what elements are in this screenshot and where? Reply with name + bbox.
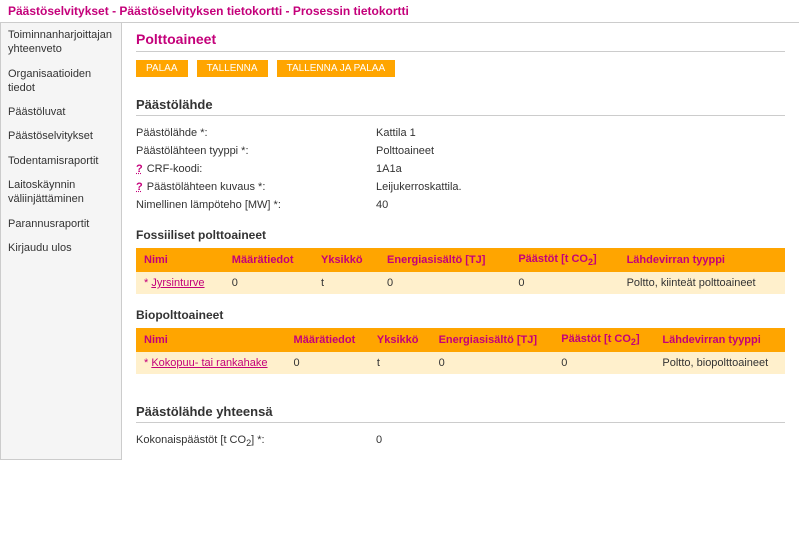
cell-name: * Kokopuu- tai rankahake [136,352,286,374]
source-section-title: Päästölähde [136,97,785,116]
sidebar: Toiminnanharjoittajan yhteenveto Organis… [0,23,122,460]
field-row: Päästölähde *:Kattila 1 [136,124,785,142]
col-energy: Energiasisältö [TJ] [379,248,510,272]
total-section-title: Päästölähde yhteensä [136,404,785,423]
field-value: Leijukerroskattila. [376,181,785,193]
breadcrumb-item-2[interactable]: Päästöselvityksen tietokortti [119,4,282,18]
col-energy: Energiasisältö [TJ] [431,328,554,352]
cell-unit: t [369,352,431,374]
total-value: 0 [376,434,785,448]
cell-name: * Jyrsinturve [136,272,224,294]
help-icon[interactable]: ? [136,181,143,193]
field-row: ?CRF-koodi:1A1a [136,160,785,178]
cell-emissions: 0 [510,272,618,294]
sidebar-item-visit-skip[interactable]: Laitoskäynnin väliinjättäminen [1,173,121,212]
breadcrumb: Päästöselvitykset - Päästöselvityksen ti… [0,0,799,23]
col-sourcetype: Lähdevirran tyyppi [619,248,785,272]
field-row: Nimellinen lämpöteho [MW] *:40 [136,196,785,214]
field-row: Päästölähteen tyyppi *:Polttoaineet [136,142,785,160]
field-label: ?CRF-koodi: [136,163,376,175]
table-row: * Kokopuu- tai rankahake0t00Poltto, biop… [136,352,785,374]
cell-energy: 0 [379,272,510,294]
table-row: * Jyrsinturve0t00Poltto, kiinteät poltto… [136,272,785,294]
col-unit: Yksikkö [369,328,431,352]
bio-table: Nimi Määrätiedot Yksikkö Energiasisältö … [136,328,785,374]
breadcrumb-item-1[interactable]: Päästöselvitykset [8,4,109,18]
sidebar-item-permits[interactable]: Päästöluvat [1,100,121,124]
cell-sourcetype: Poltto, kiinteät polttoaineet [619,272,785,294]
field-value: 40 [376,199,785,211]
cell-sourcetype: Poltto, biopolttoaineet [654,352,785,374]
sidebar-item-improvement[interactable]: Parannusraportit [1,212,121,236]
field-label: Päästölähde *: [136,127,376,139]
save-back-button[interactable]: TALLENNA JA PALAA [277,60,396,77]
col-unit: Yksikkö [313,248,379,272]
field-label: Nimellinen lämpöteho [MW] *: [136,199,376,211]
field-label: ?Päästölähteen kuvaus *: [136,181,376,193]
field-value: Polttoaineet [376,145,785,157]
help-icon[interactable]: ? [136,163,143,175]
cell-unit: t [313,272,379,294]
sidebar-item-org-data[interactable]: Organisaatioiden tiedot [1,62,121,101]
page-title: Polttoaineet [136,31,785,52]
cell-qty: 0 [286,352,369,374]
sidebar-item-operator-summary[interactable]: Toiminnanharjoittajan yhteenveto [1,23,121,62]
item-link[interactable]: Jyrsinturve [151,277,204,289]
col-name: Nimi [136,248,224,272]
sidebar-item-verification[interactable]: Todentamisraportit [1,149,121,173]
field-value: Kattila 1 [376,127,785,139]
total-label: Kokonaispäästöt [t CO2] *: [136,434,376,448]
bio-section-title: Biopolttoaineet [136,308,785,322]
col-emissions: Päästöt [t CO2] [553,328,654,352]
save-button[interactable]: TALLENNA [197,60,268,77]
col-emissions: Päästöt [t CO2] [510,248,618,272]
back-button[interactable]: PALAA [136,60,188,77]
sidebar-item-logout[interactable]: Kirjaudu ulos [1,236,121,260]
breadcrumb-sep: - [286,4,293,18]
field-label: Päästölähteen tyyppi *: [136,145,376,157]
cell-qty: 0 [224,272,313,294]
sidebar-item-reports[interactable]: Päästöselvitykset [1,124,121,148]
cell-energy: 0 [431,352,554,374]
fossil-section-title: Fossiiliset polttoaineet [136,228,785,242]
button-row: PALAA TALLENNA TALLENNA JA PALAA [136,60,785,77]
col-qty: Määrätiedot [286,328,369,352]
breadcrumb-current: Prosessin tietokortti [293,4,409,18]
cell-emissions: 0 [553,352,654,374]
col-name: Nimi [136,328,286,352]
main-content: Polttoaineet PALAA TALLENNA TALLENNA JA … [122,23,799,460]
col-sourcetype: Lähdevirran tyyppi [654,328,785,352]
col-qty: Määrätiedot [224,248,313,272]
field-value: 1A1a [376,163,785,175]
item-link[interactable]: Kokopuu- tai rankahake [151,357,267,369]
field-row: ?Päästölähteen kuvaus *:Leijukerroskatti… [136,178,785,196]
fossil-table: Nimi Määrätiedot Yksikkö Energiasisältö … [136,248,785,294]
